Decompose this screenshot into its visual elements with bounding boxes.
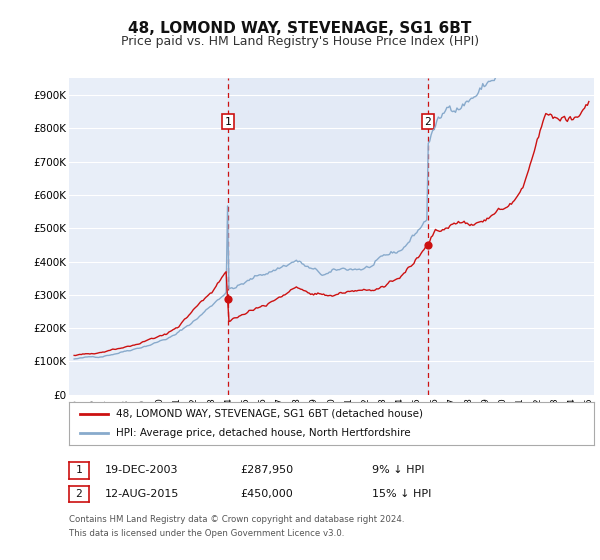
Text: £287,950: £287,950 — [240, 465, 293, 475]
Text: 48, LOMOND WAY, STEVENAGE, SG1 6BT: 48, LOMOND WAY, STEVENAGE, SG1 6BT — [128, 21, 472, 36]
Text: Contains HM Land Registry data © Crown copyright and database right 2024.: Contains HM Land Registry data © Crown c… — [69, 515, 404, 524]
Text: Price paid vs. HM Land Registry's House Price Index (HPI): Price paid vs. HM Land Registry's House … — [121, 35, 479, 48]
Text: 19-DEC-2003: 19-DEC-2003 — [105, 465, 179, 475]
Point — [223, 295, 233, 304]
Bar — [228, 78, 428, 395]
Text: 12-AUG-2015: 12-AUG-2015 — [105, 489, 179, 499]
Text: 48, LOMOND WAY, STEVENAGE, SG1 6BT (detached house): 48, LOMOND WAY, STEVENAGE, SG1 6BT (deta… — [116, 409, 423, 419]
Point — [423, 240, 433, 249]
Text: 2: 2 — [425, 116, 431, 127]
Text: 1: 1 — [76, 465, 82, 475]
Text: 2: 2 — [76, 489, 82, 499]
Text: HPI: Average price, detached house, North Hertfordshire: HPI: Average price, detached house, Nort… — [116, 428, 411, 438]
Text: 9% ↓ HPI: 9% ↓ HPI — [372, 465, 425, 475]
Text: 15% ↓ HPI: 15% ↓ HPI — [372, 489, 431, 499]
Text: £450,000: £450,000 — [240, 489, 293, 499]
Text: 1: 1 — [224, 116, 232, 127]
Text: This data is licensed under the Open Government Licence v3.0.: This data is licensed under the Open Gov… — [69, 529, 344, 538]
